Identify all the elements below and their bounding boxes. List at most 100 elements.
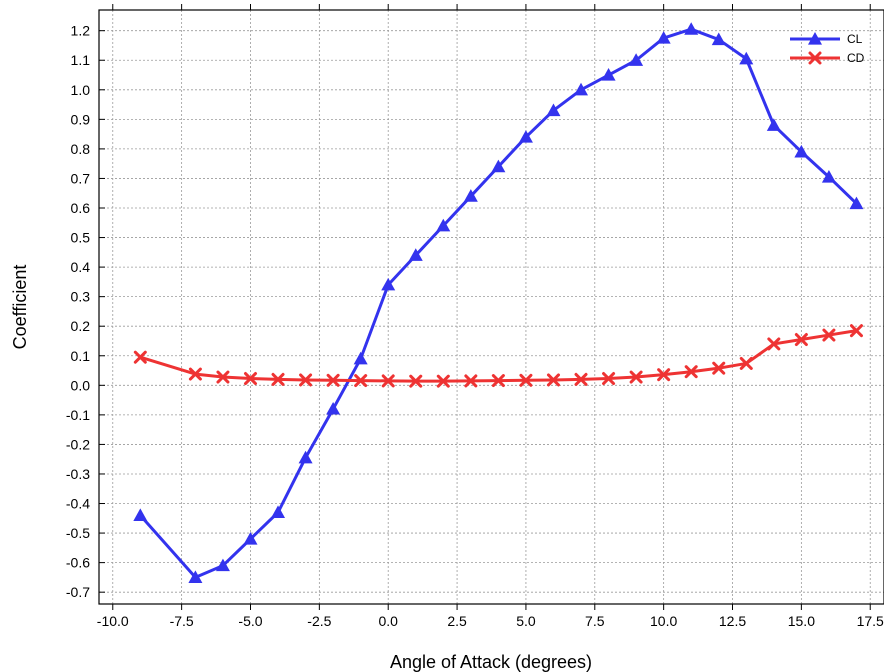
data-point-cd-stroke-b xyxy=(188,367,202,381)
x-tick-label: 12.5 xyxy=(719,613,746,629)
y-tick-label: 0.0 xyxy=(71,377,91,393)
data-point-cl xyxy=(353,351,368,365)
data-point-cl xyxy=(215,558,230,572)
data-point-cl xyxy=(739,51,754,65)
y-tick-label: 0.4 xyxy=(71,259,91,275)
data-point-cd-stroke-b xyxy=(739,356,753,370)
data-point-cd-stroke-b xyxy=(436,374,450,388)
y-tick-label: -0.7 xyxy=(66,584,90,600)
data-point-cl xyxy=(518,130,533,143)
y-tick-label: -0.1 xyxy=(66,407,90,423)
legend: CL CD xyxy=(790,32,865,65)
data-point-cl xyxy=(463,189,478,202)
data-point-cd-stroke-b xyxy=(381,374,395,388)
data-point-cl xyxy=(766,118,781,131)
data-point-cd xyxy=(574,372,588,386)
x-tick-label: 17.5 xyxy=(857,613,884,629)
legend-marker-cd xyxy=(808,51,822,65)
x-tick-label: 5.0 xyxy=(516,613,536,629)
y-tick-label: 1.0 xyxy=(71,82,91,98)
data-point-cd-stroke-b xyxy=(409,374,423,388)
data-point-cd-stroke-b xyxy=(712,361,726,375)
series-line-cd xyxy=(139,329,857,383)
data-point-cl xyxy=(326,401,341,415)
x-tick-label: 7.5 xyxy=(585,613,605,629)
legend-label-cl: CL xyxy=(847,32,863,46)
y-axis-title: Coefficient xyxy=(10,265,30,350)
y-tick-label: 1.1 xyxy=(71,52,91,68)
data-point-cd xyxy=(519,373,533,387)
data-point-cd xyxy=(684,365,698,379)
x-tick-label: 0.0 xyxy=(378,613,398,629)
y-tick-label: -0.3 xyxy=(66,466,90,482)
data-point-cl xyxy=(656,31,671,44)
data-point-cd xyxy=(409,374,423,388)
axis-ticks: -10.0 -7.5 -5.0 -2.5 0.0 2.5 5.0 7.5 10.0 12.5 15.… xyxy=(66,4,884,629)
data-point-cd-stroke-b xyxy=(299,373,313,387)
data-point-cl xyxy=(711,32,726,46)
data-point-cl xyxy=(794,144,809,158)
data-point-cl xyxy=(381,277,396,291)
data-point-cd-stroke-b xyxy=(574,372,588,386)
legend-marker-cd-stroke-b xyxy=(808,51,822,65)
plot-frame xyxy=(98,9,884,605)
y-tick-label: 0.8 xyxy=(71,141,91,157)
data-point-cl xyxy=(298,450,313,464)
series-line-cl xyxy=(139,27,858,579)
data-point-cd xyxy=(326,373,340,387)
data-point-cd-stroke-b xyxy=(326,373,340,387)
data-point-cl xyxy=(684,22,699,35)
x-tick-label: -5.0 xyxy=(238,613,262,629)
data-point-cd-stroke-b xyxy=(491,374,505,388)
data-point-cl xyxy=(849,196,864,210)
x-tick-label: -2.5 xyxy=(307,613,331,629)
data-point-cd-stroke-b xyxy=(794,333,808,347)
legend-label-cd: CD xyxy=(847,51,865,65)
data-point-cd-stroke-b xyxy=(216,370,230,384)
legend-item-cd: CD xyxy=(790,51,865,65)
data-point-cd xyxy=(299,373,313,387)
y-tick-label: -0.5 xyxy=(66,525,90,541)
series-cl xyxy=(133,22,864,584)
y-tick-label: 1.2 xyxy=(71,23,91,39)
data-point-cd xyxy=(767,337,781,351)
data-point-cd xyxy=(822,328,836,342)
data-point-cd xyxy=(849,324,863,338)
y-tick-label: 0.3 xyxy=(71,289,91,305)
data-point-cl xyxy=(821,169,836,183)
data-point-cl xyxy=(491,159,506,173)
data-point-cl xyxy=(133,508,148,521)
data-point-cd xyxy=(381,374,395,388)
data-point-cd xyxy=(133,350,147,364)
data-point-cl xyxy=(408,248,423,261)
x-axis-title: Angle of Attack (degrees) xyxy=(390,652,592,672)
data-point-cd-stroke-b xyxy=(243,372,257,386)
data-point-cd xyxy=(216,370,230,384)
data-point-cl xyxy=(436,218,451,232)
y-tick-label: -0.6 xyxy=(66,555,90,571)
data-point-cd-stroke-b xyxy=(767,337,781,351)
x-tick-label: -10.0 xyxy=(97,613,129,629)
data-point-cd xyxy=(629,370,643,384)
data-point-cd-stroke-b xyxy=(546,373,560,387)
data-point-cl xyxy=(188,570,203,584)
data-point-cd-stroke-b xyxy=(602,372,616,386)
x-tick-label: -7.5 xyxy=(170,613,194,629)
data-point-cd-stroke-b xyxy=(464,374,478,388)
y-tick-label: -0.2 xyxy=(66,436,90,452)
data-point-cd xyxy=(602,372,616,386)
data-point-cd xyxy=(271,372,285,386)
y-tick-label: 0.1 xyxy=(71,348,91,364)
data-point-cd xyxy=(657,368,671,382)
y-tick-label: 0.6 xyxy=(71,200,91,216)
data-point-cd-stroke-b xyxy=(354,374,368,388)
data-point-cd xyxy=(188,367,202,381)
data-point-cd-stroke-b xyxy=(271,372,285,386)
y-tick-label: -0.4 xyxy=(66,496,90,512)
y-tick-label: 0.9 xyxy=(71,111,91,127)
legend-item-cl: CL xyxy=(790,32,863,46)
data-point-cd-stroke-b xyxy=(849,324,863,338)
series-group xyxy=(133,22,864,584)
data-point-cd xyxy=(354,374,368,388)
